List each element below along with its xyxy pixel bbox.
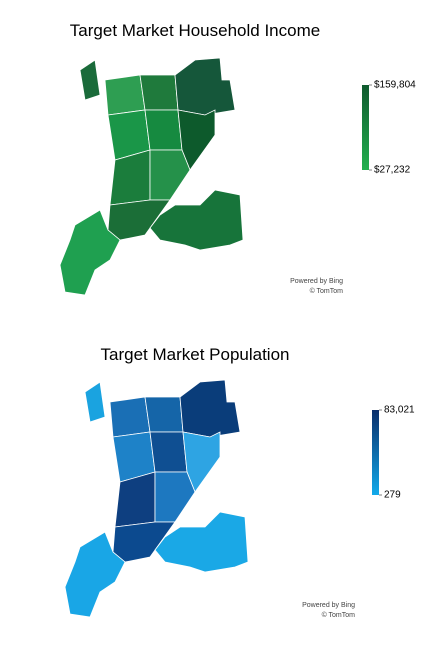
- attribution: © TomTom: [322, 611, 356, 619]
- region: [64, 531, 126, 618]
- legend-label: 83,021: [384, 405, 415, 416]
- region: [84, 381, 106, 423]
- region: [144, 396, 184, 433]
- legend-label: 279: [384, 490, 401, 501]
- region: [179, 379, 241, 438]
- map-title: Target Market Household Income: [70, 21, 320, 40]
- region: [79, 59, 101, 101]
- attribution: © TomTom: [310, 287, 344, 295]
- legend-label: $159,804: [374, 80, 416, 91]
- region: [109, 396, 151, 438]
- region: [154, 471, 196, 523]
- map: [64, 379, 249, 618]
- attribution: Powered by Bing: [290, 278, 343, 285]
- region: [154, 511, 249, 573]
- region: [139, 74, 179, 111]
- attribution: Powered by Bing: [302, 602, 355, 609]
- region: [149, 149, 191, 201]
- legend-label: $27,232: [374, 165, 411, 176]
- legend-bar: [362, 85, 369, 170]
- map-panel: Target Market Population 83,021 279 Powered…: [64, 345, 415, 619]
- region: [149, 189, 244, 251]
- region: [149, 431, 188, 473]
- map-panel: Target Market Household Income $159,804 $2…: [59, 21, 416, 296]
- map: [59, 57, 244, 296]
- region: [144, 109, 183, 151]
- region: [59, 209, 121, 296]
- region: [104, 74, 146, 116]
- region: [174, 57, 236, 116]
- legend-bar: [372, 410, 379, 495]
- map-title: Target Market Population: [101, 345, 290, 364]
